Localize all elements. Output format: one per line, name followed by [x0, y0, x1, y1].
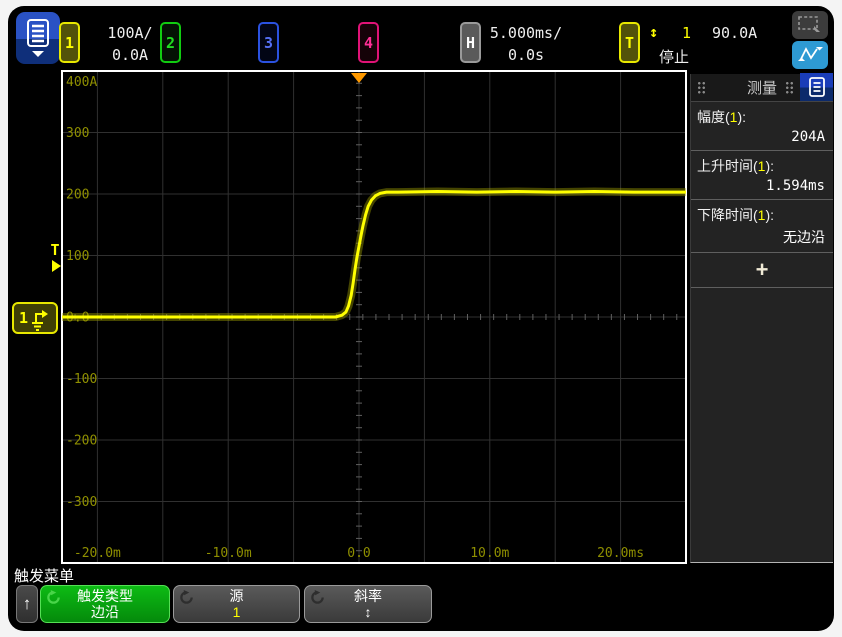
measurement-value: 1.594ms	[765, 178, 825, 194]
softkey-source[interactable]: 源 1	[173, 585, 300, 623]
channel-1-offset: 0.0A	[111, 46, 149, 64]
measurement-item-fall-time[interactable]: 下降时间(1): 无边沿	[691, 200, 833, 253]
knob-icon	[180, 590, 193, 604]
softkey-value: 1	[232, 604, 241, 620]
drag-grip-left[interactable]	[697, 81, 705, 94]
add-measurement-button[interactable]: +	[691, 253, 833, 288]
y-axis-label: -300	[66, 495, 97, 510]
x-axis-label: -10.0m	[205, 546, 252, 561]
y-axis-label: 300	[66, 126, 89, 141]
channel-4-button[interactable]: 4	[358, 22, 379, 63]
horizontal-delay: 0.0s	[507, 46, 545, 64]
y-axis-label: -200	[66, 434, 97, 449]
plus-icon: +	[755, 257, 769, 282]
y-axis-label: 400A	[66, 75, 97, 90]
acquisition-status: 停止	[659, 49, 690, 66]
trigger-level-marker[interactable]: T	[46, 241, 64, 272]
horizontal-button[interactable]: H	[460, 22, 481, 63]
panel-menu-icon	[808, 77, 825, 97]
menu-lines-icon	[27, 19, 49, 47]
channel-1-scale: 100A/	[107, 24, 153, 42]
channel-1-button[interactable]: 1	[59, 22, 80, 63]
x-axis-label: 20.0ms	[597, 546, 644, 561]
softkey-slope[interactable]: 斜率 ↕	[304, 585, 432, 623]
waveform-trace	[62, 190, 686, 319]
graticule-border	[61, 70, 687, 564]
x-axis-label: 0.0	[347, 546, 370, 561]
channel-1-ground-marker[interactable]: 1	[12, 302, 58, 334]
panel-title: 测量	[746, 80, 777, 97]
softkey-label: 斜率	[354, 587, 382, 604]
softkey-label: 源	[229, 587, 244, 604]
trigger-button[interactable]: T	[619, 22, 640, 63]
pan-zoom-button[interactable]	[792, 41, 828, 69]
pan-zoom-icon	[798, 47, 823, 61]
softkey-value: ↕	[364, 604, 372, 620]
graticule-svg[interactable]: 400A 300 200 100 0.0 -100 -200 -300 -20.0m -10.0m…	[8, 6, 834, 631]
y-axis-label: -100	[66, 372, 97, 387]
x-axis-label: -20.0m	[74, 546, 121, 561]
measurement-value: 204A	[791, 129, 825, 145]
trigger-level-arrow-icon	[52, 259, 61, 272]
ground-symbol-icon	[32, 310, 49, 331]
knob-icon	[311, 590, 324, 604]
waveform-glow	[62, 187, 686, 321]
channel-2-button[interactable]: 2	[160, 22, 181, 63]
measurement-label: 下降时间(1):	[697, 207, 775, 223]
softkey-menu-title: 触发菜单	[14, 568, 75, 585]
channel-3-button[interactable]: 3	[258, 22, 279, 63]
horizontal-scale: 5.000ms/	[489, 24, 563, 42]
trigger-source: 1	[682, 24, 692, 42]
softkey-value: 边沿	[91, 604, 119, 620]
trigger-slope-icon: ↕	[649, 23, 659, 41]
panel-header: 测量	[691, 73, 833, 102]
softkey-label: 触发类型	[77, 587, 133, 604]
ground-channel-number: 1	[18, 309, 29, 327]
caret-down-icon	[32, 51, 44, 57]
measurement-panel: 测量 幅度(1): 204A 上升时间(1): 1.594ms	[690, 73, 833, 563]
x-axis-label: 10.0m	[470, 546, 509, 561]
measurement-item-amplitude[interactable]: 幅度(1): 204A	[691, 102, 833, 151]
softkey-trigger-type[interactable]: 触发类型 边沿	[40, 585, 170, 623]
region-select-button[interactable]	[792, 11, 828, 39]
measurement-label: 幅度(1):	[697, 109, 747, 125]
up-arrow-icon: ↑	[22, 594, 32, 613]
trigger-level-label: T	[50, 240, 60, 259]
region-select-icon	[798, 16, 820, 32]
measurement-item-rise-time[interactable]: 上升时间(1): 1.594ms	[691, 151, 833, 200]
trigger-level: 90.0A	[712, 24, 758, 42]
y-axis-label: 100	[66, 249, 89, 264]
y-axis-label: 200	[66, 188, 89, 203]
back-button[interactable]: ↑	[16, 585, 38, 623]
drag-grip-right[interactable]	[785, 81, 793, 94]
trigger-time-marker[interactable]	[351, 73, 367, 83]
main-menu-button[interactable]	[16, 12, 60, 64]
measurement-value: 无边沿	[783, 230, 825, 246]
measurement-label: 上升时间(1):	[697, 158, 775, 174]
panel-menu-button[interactable]	[800, 73, 833, 101]
scope-screen: 1 100A/ 0.0A 2 3 4 H 5.000ms/ 0.0s T ↕ 1…	[8, 6, 834, 631]
knob-icon	[47, 590, 60, 604]
